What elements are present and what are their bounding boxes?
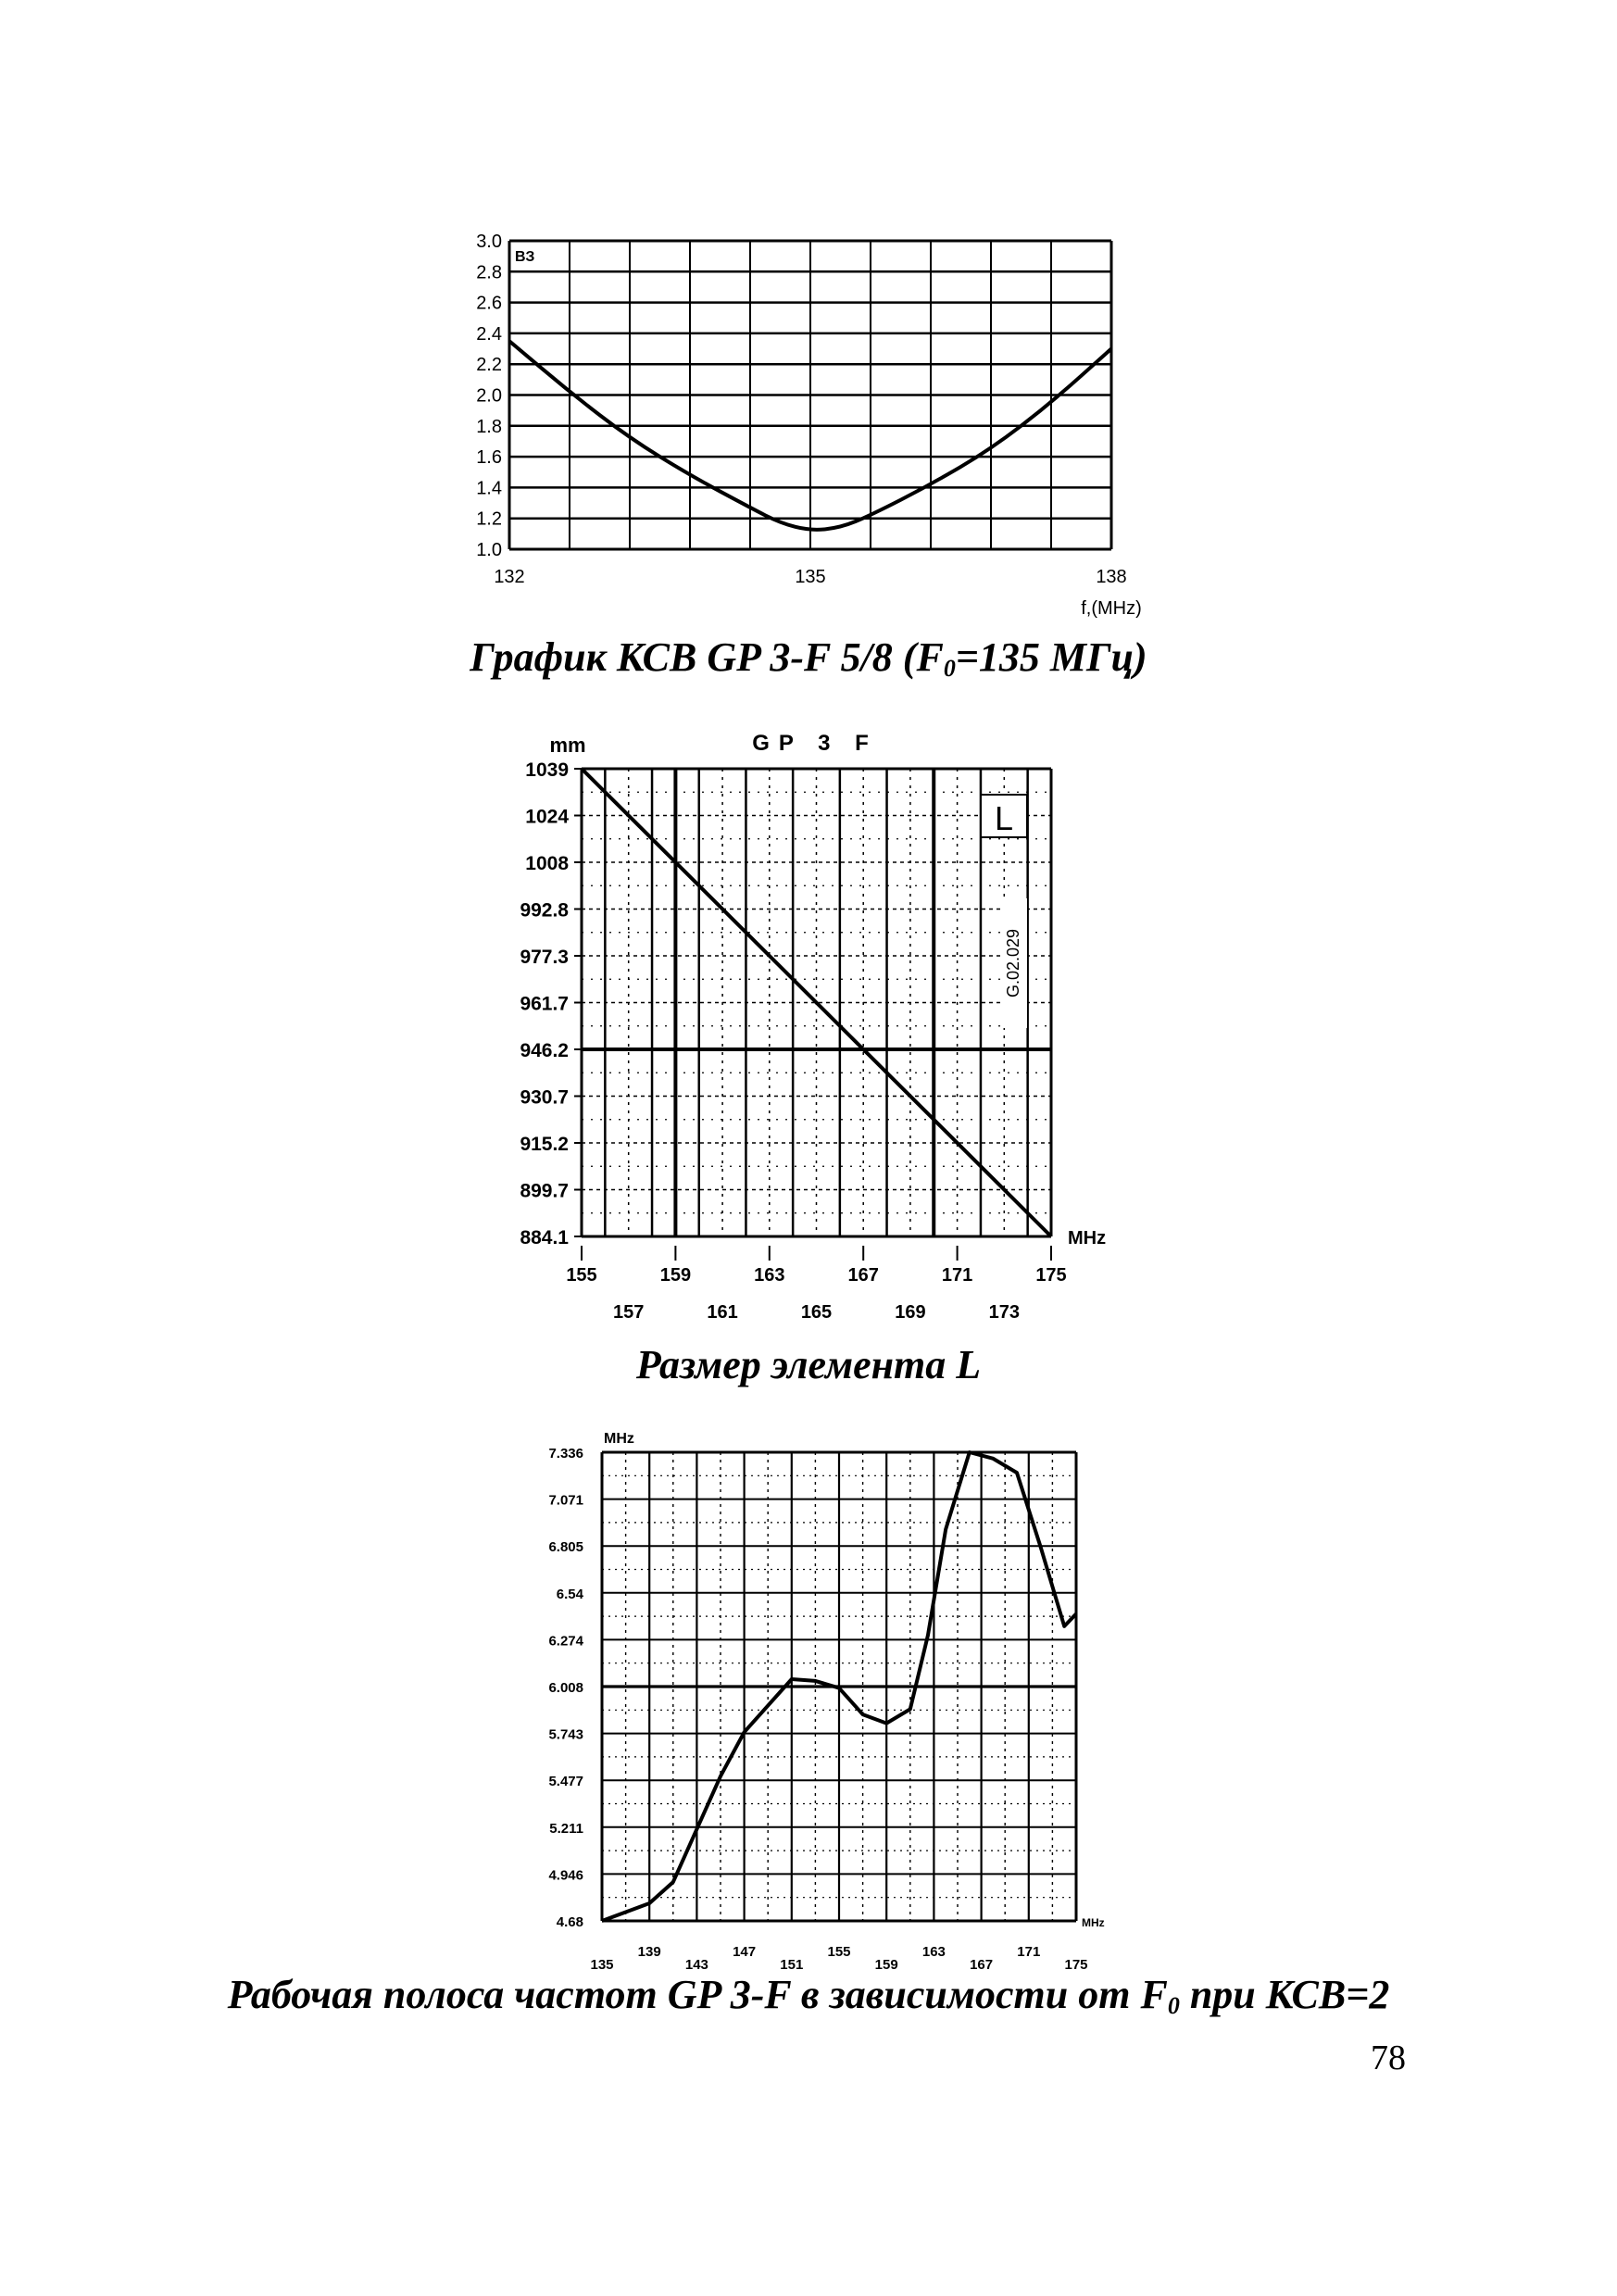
y-axis-label: MHz bbox=[604, 1431, 634, 1447]
x-tick-label: 167 bbox=[848, 1265, 879, 1286]
y-axis-label: mm bbox=[549, 734, 585, 757]
caption-bandwidth: Рабочая полоса частот GP 3-F в зависимос… bbox=[0, 1975, 1617, 2018]
y-tick-label: 6.54 bbox=[557, 1587, 584, 1602]
caption-vswr-pre: График КСВ GP 3-F 5/8 (F bbox=[470, 634, 944, 680]
x-tick-label: 163 bbox=[754, 1265, 784, 1286]
y-tick-label: 3.0 bbox=[476, 232, 502, 252]
y-tick-label: 1.2 bbox=[476, 509, 502, 530]
x-tick-label: 173 bbox=[989, 1302, 1020, 1323]
vertical-code-label: G.02.029 bbox=[1004, 929, 1022, 997]
caption-bandwidth-post: при КСВ=2 bbox=[1179, 1972, 1390, 2017]
y-tick-label: 930.7 bbox=[520, 1087, 569, 1109]
vswr-chart: 3.0 2.8 2.6 2.4 2.2 2.0 1.8 1.6 1.4 1.2 1.0 ВЗ 132 13… bbox=[476, 232, 1142, 619]
x-tick-label: 159 bbox=[875, 1957, 898, 1973]
y-tick-label: 7.336 bbox=[548, 1446, 583, 1462]
x-axis-label: MHz bbox=[1068, 1228, 1106, 1248]
x-tick-label: 132 bbox=[494, 567, 524, 587]
y-tick-label: 1024 bbox=[525, 807, 569, 828]
x-tick-label: 135 bbox=[590, 1957, 613, 1973]
x-tick-label: 169 bbox=[895, 1302, 925, 1323]
y-tick-label: 992.8 bbox=[520, 900, 569, 922]
y-tick-label: 1.8 bbox=[476, 417, 502, 437]
x-tick-label: 171 bbox=[942, 1265, 972, 1286]
inset-label: L bbox=[995, 799, 1013, 837]
x-tick-label: 175 bbox=[1035, 1265, 1066, 1286]
caption-bandwidth-sub: 0 bbox=[1167, 1992, 1180, 2019]
y-tick-label: 6.274 bbox=[548, 1633, 583, 1649]
y-tick-label: 5.477 bbox=[548, 1774, 583, 1789]
x-tick-label: 135 bbox=[795, 567, 825, 587]
y-tick-label: 946.2 bbox=[520, 1040, 569, 1061]
y-tick-label: 2.6 bbox=[476, 294, 502, 314]
x-tick-label: 163 bbox=[922, 1944, 946, 1960]
y-tick-label: 2.8 bbox=[476, 262, 502, 282]
vswr-series-line bbox=[508, 339, 1113, 532]
x-tick-label: 155 bbox=[827, 1944, 850, 1960]
y-tick-label: 1039 bbox=[525, 759, 569, 781]
y-tick-label: 1.0 bbox=[476, 540, 502, 560]
y-tick-label: 1.4 bbox=[476, 478, 502, 498]
x-tick-label: 155 bbox=[566, 1265, 596, 1286]
y-tick-label: 7.071 bbox=[548, 1493, 583, 1509]
caption-bandwidth-pre: Рабочая полоса частот GP 3-F в зависимос… bbox=[227, 1972, 1168, 2017]
x-tick-label: 143 bbox=[685, 1957, 708, 1973]
x-tick-label: 139 bbox=[638, 1944, 661, 1960]
corner-label: ВЗ bbox=[515, 249, 534, 265]
element-length-chart: mm GP 3 F 1039 1024 1008 992.8 977.3 961.7 946.2… bbox=[520, 731, 1106, 1323]
y-tick-label: 2.2 bbox=[476, 355, 502, 375]
y-tick-label: 884.1 bbox=[520, 1227, 569, 1248]
caption-vswr-post: =135 МГц) bbox=[955, 634, 1147, 680]
x-tick-label: 175 bbox=[1064, 1957, 1087, 1973]
x-tick-label: 138 bbox=[1096, 567, 1126, 587]
x-axis-label: f,(MHz) bbox=[1081, 598, 1142, 619]
y-tick-label: 5.743 bbox=[548, 1727, 583, 1743]
y-tick-label: 6.008 bbox=[548, 1680, 583, 1696]
bandwidth-chart: MHz 7.336 7.071 6.805 6.54 6.274 6.008 5.743 5.4… bbox=[548, 1431, 1105, 1973]
caption-vswr-sub: 0 bbox=[943, 655, 956, 682]
y-tick-label: 2.4 bbox=[476, 324, 502, 345]
y-tick-label: 961.7 bbox=[520, 994, 569, 1015]
caption-element-length: Размер элемента L bbox=[635, 1342, 982, 1387]
bandwidth-series-line bbox=[601, 1450, 1078, 1923]
caption-vswr: График КСВ GP 3-F 5/8 (F0=135 МГц) bbox=[0, 637, 1617, 681]
y-tick-label: 5.211 bbox=[549, 1821, 583, 1837]
chart-title: GP 3 F bbox=[752, 731, 878, 756]
x-tick-label: 167 bbox=[970, 1957, 993, 1973]
x-axis-label: MHz bbox=[1082, 1916, 1105, 1929]
x-tick-label: 171 bbox=[1017, 1944, 1040, 1960]
y-tick-label: 1.6 bbox=[476, 447, 502, 468]
y-tick-label: 2.0 bbox=[476, 386, 502, 407]
x-tick-label: 157 bbox=[613, 1302, 644, 1323]
y-tick-label: 977.3 bbox=[520, 947, 569, 968]
y-tick-label: 6.805 bbox=[548, 1539, 583, 1555]
y-tick-label: 1008 bbox=[525, 853, 569, 874]
vertical-text-bg bbox=[1001, 898, 1027, 1028]
x-tick-label: 151 bbox=[780, 1957, 803, 1973]
y-tick-label: 915.2 bbox=[520, 1134, 569, 1155]
y-tick-label: 4.946 bbox=[548, 1867, 583, 1883]
x-tick-label: 147 bbox=[733, 1944, 756, 1960]
length-series-line bbox=[580, 767, 1053, 1238]
y-tick-label: 4.68 bbox=[557, 1914, 583, 1930]
inset-box bbox=[980, 794, 1028, 838]
x-tick-label: 161 bbox=[707, 1302, 737, 1323]
page-number: 78 bbox=[1371, 2039, 1406, 2077]
x-tick-label: 159 bbox=[660, 1265, 691, 1286]
x-tick-label: 165 bbox=[801, 1302, 832, 1323]
y-tick-label: 899.7 bbox=[520, 1181, 569, 1202]
